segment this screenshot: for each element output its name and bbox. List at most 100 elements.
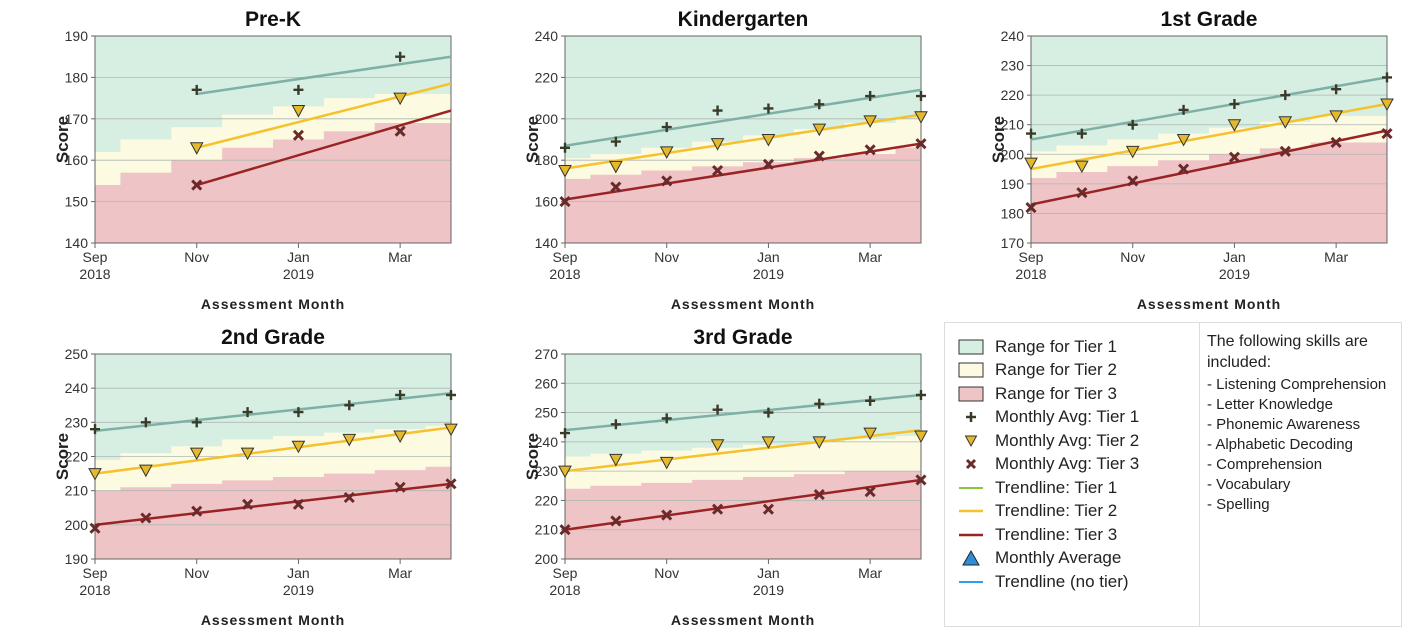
point-tier-3 [864,486,876,498]
legend-item-monthly-avg-tier-1: Monthly Avg: Tier 1 [945,406,1199,430]
point-tier-1 [610,136,621,147]
triangle-down-marker-icon [957,430,985,452]
point-tier-1 [1076,128,1087,139]
point-tier-2 [558,465,572,479]
legend-label: Range for Tier 1 [995,336,1117,356]
point-tier-1 [191,417,202,428]
x-tick-label: 2018 [549,266,580,282]
y-tick-label: 240 [1001,28,1025,44]
x-marker-icon [957,453,985,475]
y-axis-label: Score [53,433,72,480]
legend-label: Monthly Average [995,548,1122,568]
point-tier-3 [394,481,406,493]
point-tier-1 [191,84,202,95]
point-tier-1 [1331,84,1342,95]
point-tier-2 [393,92,407,106]
point-tier-1 [916,91,926,102]
point-tier-3 [292,129,304,141]
y-tick-label: 180 [1001,205,1025,221]
point-tier-3 [191,179,203,191]
skill-item: - Listening Comprehension [1207,376,1387,393]
point-tier-2 [659,456,674,470]
legend-item-monthly-avg-tier-2: Monthly Avg: Tier 2 [945,429,1199,453]
y-tick-label: 210 [65,483,89,499]
point-tier-3 [1381,128,1393,140]
trendline-tier-3 [95,482,451,527]
point-tier-3 [1330,136,1342,149]
x-tick-label: 2018 [79,582,110,598]
point-tier-3 [915,474,927,486]
legend-item-trendline-tier-2: Trendline: Tier 2 [945,500,1199,524]
x-tick-label: Sep [553,249,578,265]
point-tier-3 [445,478,457,490]
y-axis-label: Score [523,433,542,480]
y-tick-label: 230 [65,414,89,430]
point-tier-2 [659,146,674,159]
trendline-tier-1 [1031,76,1387,141]
point-tier-1 [865,395,876,406]
point-tier-1 [763,407,774,418]
point-tier-1 [814,398,825,409]
point-tier-1 [661,122,672,133]
y-tick-label: 140 [535,235,559,251]
x-tick-label: 2019 [283,266,314,282]
x-tick-label: Mar [858,249,882,265]
legend-item-range-tier-2: Range for Tier 2 [945,359,1199,383]
point-tier-1 [661,413,672,424]
chart-title: 3rd Grade [693,326,792,349]
legend-item-trendline-tier-1: Trendline: Tier 1 [945,476,1199,500]
y-tick-label: 240 [535,434,559,450]
x-tick-label: Nov [654,565,679,581]
trendline-tier-1 [565,393,921,432]
point-tier-2 [761,436,776,449]
legend-label: Trendline: Tier 3 [995,524,1118,544]
plot-frame [94,353,452,560]
point-tier-1 [712,105,723,116]
trendline-tier-1 [196,55,451,96]
legend-label: Range for Tier 2 [995,360,1117,380]
x-tick-label: Mar [1324,249,1348,265]
point-tier-3 [1127,175,1139,187]
point-tier-3 [813,489,825,501]
point-tier-2 [240,447,255,461]
point-tier-3 [292,498,304,510]
skill-item: - Comprehension [1207,456,1323,473]
legend-label: Monthly Avg: Tier 1 [995,407,1140,427]
y-tick-label: 180 [535,152,559,168]
line-no-tier-icon [957,571,985,593]
x-tick-label: 2018 [549,582,580,598]
point-tier-1 [814,99,825,110]
point-tier-2 [139,464,153,478]
legend-item-monthly-avg-tier-3: Monthly Avg: Tier 3 [945,453,1199,477]
point-tier-2 [1278,116,1293,129]
y-tick-label: 230 [1001,58,1025,74]
point-tier-1 [1127,119,1138,130]
trendline-tier-1 [565,88,921,147]
point-tier-2 [914,111,928,124]
point-tier-2 [558,165,572,178]
point-tier-2 [609,453,623,467]
legend-label: Monthly Avg: Tier 2 [995,430,1140,450]
point-tier-2 [812,436,827,449]
y-tick-label: 260 [535,375,559,391]
point-tier-1 [916,390,926,400]
x-tick-label: Nov [654,249,679,265]
legend-items: Range for Tier 1 Range for Tier 2 Range … [945,323,1200,626]
x-tick-label: Nov [1120,249,1145,265]
point-tier-1 [560,142,570,153]
point-tier-3 [242,498,254,510]
x-axis-label: Assessment Month [1137,296,1281,312]
point-tier-1 [1280,90,1291,101]
trendline-tier-3 [196,109,451,187]
trendline-tier-3 [1031,129,1387,206]
line-tier-1-icon [957,477,985,499]
legend: Range for Tier 1 Range for Tier 2 Range … [944,322,1402,627]
point-tier-2 [1329,110,1343,123]
point-tier-3 [610,515,622,527]
trendline-tier-2 [565,428,921,473]
x-tick-label: Sep [553,565,578,581]
plus-marker-icon [957,406,985,428]
y-tick-label: 190 [65,28,89,44]
x-tick-label: 2019 [1219,266,1250,282]
